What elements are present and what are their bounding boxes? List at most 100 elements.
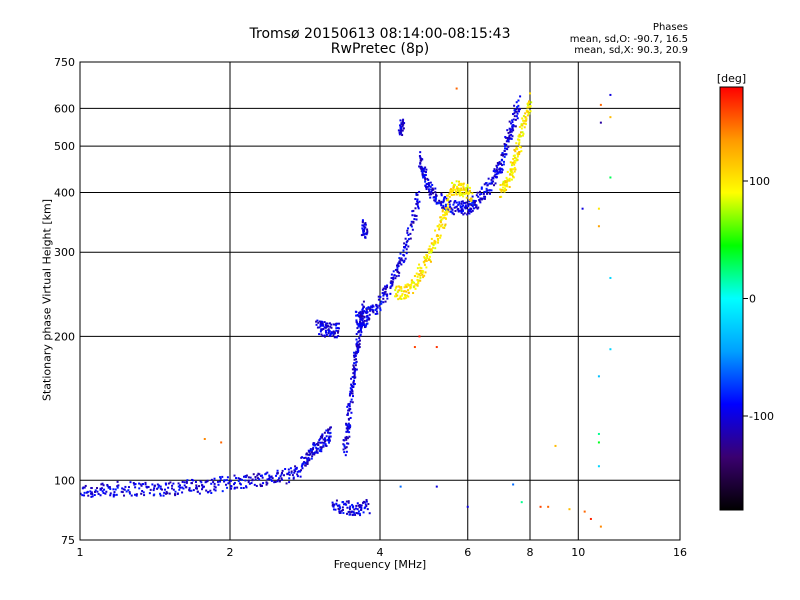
echo-point [219, 480, 222, 483]
echo-point [441, 217, 444, 220]
echo-point [319, 330, 322, 333]
echo-point [315, 323, 318, 326]
echo-point [425, 188, 428, 191]
echo-point [350, 398, 353, 401]
echo-point [248, 482, 251, 485]
echo-point [320, 333, 323, 336]
echo-point [515, 146, 518, 149]
echo-point [419, 276, 422, 279]
echo-point [443, 196, 446, 199]
echo-point [135, 493, 138, 496]
echo-point [510, 122, 513, 125]
echo-point [426, 255, 429, 258]
echo-point [245, 474, 248, 477]
echo-point [420, 267, 423, 270]
echo-point [350, 392, 353, 395]
echo-point [509, 131, 512, 134]
echo-point [418, 190, 421, 193]
echo-point [609, 93, 612, 96]
echo-point [348, 506, 351, 509]
echo-point [277, 478, 280, 481]
echo-point [356, 327, 359, 330]
echo-point [307, 456, 310, 459]
echo-point [279, 475, 282, 478]
echo-point [116, 485, 119, 488]
echo-point [509, 173, 512, 176]
echo-point [351, 390, 354, 393]
echo-point [325, 322, 328, 325]
echo-point [290, 470, 293, 473]
echo-point [460, 193, 463, 196]
echo-point [169, 481, 172, 484]
echo-point [451, 208, 454, 211]
echo-point [507, 131, 510, 134]
echo-point [153, 484, 156, 487]
echo-point [515, 101, 518, 104]
echo-point [355, 368, 358, 371]
echo-point [438, 199, 441, 202]
echo-point [427, 258, 430, 261]
echo-point [257, 477, 260, 480]
echo-point [368, 512, 371, 515]
echo-point [439, 225, 442, 228]
echo-point [465, 196, 468, 199]
echo-point [329, 333, 332, 336]
echo-point [597, 225, 600, 228]
echo-point [407, 284, 410, 287]
echo-point [375, 305, 378, 308]
echo-point [337, 334, 340, 337]
echo-point [499, 167, 502, 170]
echo-point [513, 109, 516, 112]
echo-point [527, 104, 530, 107]
echo-point [325, 429, 328, 432]
echo-point [474, 199, 477, 202]
echo-point [327, 429, 330, 432]
echo-point [428, 245, 431, 248]
echo-point [200, 481, 203, 484]
echo-point [130, 494, 133, 497]
echo-point [360, 331, 363, 334]
echo-point [463, 212, 466, 215]
echo-point [429, 259, 432, 262]
echo-point [183, 481, 186, 484]
echo-point [174, 494, 177, 497]
echo-point [406, 294, 409, 297]
echo-point [379, 309, 382, 312]
echo-point [403, 297, 406, 300]
echo-point [581, 207, 584, 210]
echo-point [511, 161, 514, 164]
echo-point [347, 442, 350, 445]
echo-point [476, 191, 479, 194]
echo-point [493, 168, 496, 171]
echo-point [295, 466, 298, 469]
echo-point [386, 297, 389, 300]
echo-point [363, 310, 366, 313]
echo-point [294, 465, 297, 468]
echo-point [320, 446, 323, 449]
echo-point [530, 101, 533, 104]
echo-point [469, 203, 472, 206]
echo-point [345, 430, 348, 433]
echo-point [417, 205, 420, 208]
echo-point [510, 170, 513, 173]
echo-point [367, 316, 370, 319]
echo-point [389, 292, 392, 295]
echo-point [507, 139, 510, 142]
echo-point [364, 311, 367, 314]
echo-point [480, 197, 483, 200]
echo-point [442, 204, 445, 207]
echo-point [442, 199, 445, 202]
echo-point [358, 312, 361, 315]
echo-point [425, 183, 428, 186]
echo-point [377, 295, 380, 298]
echo-point [407, 295, 410, 298]
echo-point [432, 196, 435, 199]
echo-point [415, 272, 418, 275]
echo-point [306, 461, 309, 464]
echo-point [322, 324, 325, 327]
echo-point [405, 296, 408, 299]
echo-point [414, 275, 417, 278]
echo-point [362, 312, 365, 315]
echo-point [355, 511, 358, 514]
